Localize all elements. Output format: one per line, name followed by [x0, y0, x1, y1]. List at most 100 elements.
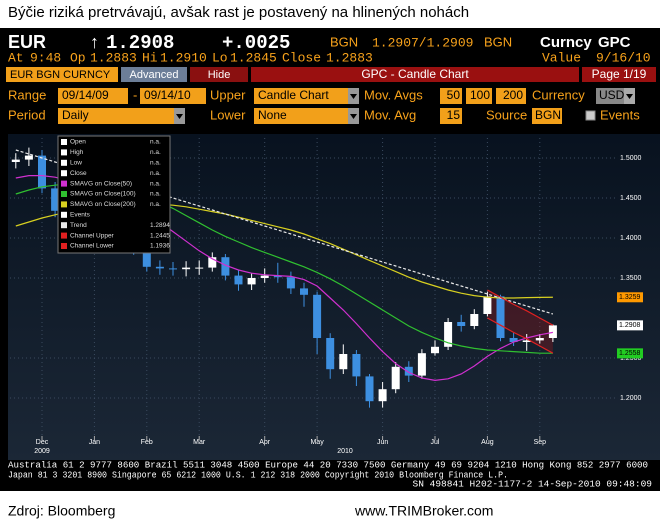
price-box: [617, 348, 643, 359]
legend-value: n.a.: [150, 139, 161, 146]
candle-body: [142, 249, 151, 267]
legend-label: Channel Upper: [70, 232, 115, 239]
candle-body: [483, 296, 492, 314]
upper: Candle Chart: [258, 88, 329, 102]
legend-swatch: [61, 232, 67, 239]
x-tick-label: Jul: [431, 439, 440, 446]
legend-swatch: [61, 170, 67, 177]
candle-body: [535, 338, 544, 341]
legend-swatch: [61, 159, 67, 166]
input[interactable]: [140, 88, 206, 104]
dropdown[interactable]: [254, 108, 348, 124]
label: Events: [600, 107, 640, 122]
candle-body: [457, 322, 466, 326]
legend-value: 1.2445: [150, 232, 170, 239]
legend-value: n.a.: [150, 180, 161, 187]
label: Op: [70, 50, 86, 65]
input[interactable]: [440, 108, 462, 124]
security-tab[interactable]: [6, 67, 118, 82]
candle-body: [509, 338, 518, 342]
mov-avg: 100: [470, 88, 490, 102]
series-line: [487, 289, 554, 326]
candle-body: [221, 257, 230, 276]
dropdown[interactable]: [254, 88, 348, 104]
advanced-button[interactable]: [121, 67, 187, 82]
legend-label: Trend: [70, 222, 87, 229]
candle-body: [234, 275, 243, 285]
candle-body: [470, 314, 479, 326]
security: EUR BGN CURNCY: [10, 69, 111, 81]
candle-body: [38, 155, 46, 189]
candle-body: [182, 267, 191, 270]
dropdown[interactable]: [58, 108, 174, 124]
change: +.0025: [222, 32, 290, 54]
label: Range: [8, 87, 46, 102]
x-tick-label: Sep: [534, 439, 547, 446]
legend-swatch: [61, 211, 67, 218]
label: Source: [486, 107, 527, 122]
legend-label: Open: [70, 139, 86, 146]
candle-body: [444, 322, 453, 347]
source-note: Zdroj: Bloomberg: [8, 503, 115, 519]
function: GPC: [598, 34, 631, 51]
label: Value: [542, 50, 581, 65]
input[interactable]: [532, 108, 562, 124]
y-tick-label: 1.5000: [620, 155, 642, 162]
date: 9/16/10: [596, 50, 651, 65]
label: Lower: [210, 107, 246, 122]
source: BGN: [484, 34, 512, 49]
candle-body: [417, 353, 426, 376]
page-bar[interactable]: [582, 67, 656, 82]
legend-swatch: [61, 191, 67, 197]
legend-value: n.a.: [150, 170, 161, 177]
title-bar: [251, 67, 579, 82]
time: 9:48: [30, 50, 61, 65]
ticker: EUR: [8, 32, 46, 52]
candle-body: [247, 278, 256, 285]
price-box: [617, 292, 643, 303]
x-tick-label: Jun: [377, 439, 388, 446]
currency: USD: [599, 88, 625, 102]
label: Hi: [142, 50, 158, 65]
legend-value: n.a.: [150, 160, 161, 167]
candle-body: [24, 155, 33, 160]
candle-body: [260, 275, 269, 278]
checkbox[interactable]: [585, 110, 596, 121]
label: Lo: [212, 50, 228, 65]
candle-body: [11, 159, 20, 162]
legend-swatch: [61, 149, 67, 156]
input[interactable]: [58, 88, 128, 104]
candle-body: [352, 354, 361, 377]
dropdown[interactable]: [596, 88, 624, 104]
candle-body: [208, 257, 217, 268]
price-label: 1.2558: [619, 350, 641, 357]
candle-body: [195, 267, 204, 269]
input[interactable]: [440, 88, 462, 104]
label: Currency: [532, 87, 585, 102]
x-tick-label: Feb: [141, 439, 153, 446]
last-price: 1.2908: [106, 32, 174, 54]
legend-swatch: [61, 222, 67, 229]
legend-label: Close: [70, 170, 87, 177]
candle-body: [286, 277, 295, 289]
mov-avg: 50: [447, 88, 461, 102]
price-label: 1.2908: [619, 322, 641, 329]
x-tick-label: Jan: [89, 439, 100, 446]
input[interactable]: [496, 88, 526, 104]
price-label: 1.3259: [619, 294, 641, 301]
candle-body: [339, 354, 348, 370]
hide-button[interactable]: [190, 67, 248, 82]
chart-title: GPC - Candle Chart: [361, 67, 469, 81]
year-label: 2009: [34, 448, 50, 455]
x-tick-label: Dec: [36, 439, 49, 446]
label: Period: [8, 107, 46, 122]
source: BGN: [330, 34, 358, 49]
price-box: [617, 320, 643, 331]
legend-label: SMAVG on Close(200): [70, 201, 136, 208]
candle-body: [404, 366, 413, 376]
site: www.TRIMBroker.com: [354, 503, 493, 519]
input[interactable]: [466, 88, 492, 104]
x-tick-label: Aug: [481, 439, 494, 446]
lower: None: [258, 108, 287, 122]
